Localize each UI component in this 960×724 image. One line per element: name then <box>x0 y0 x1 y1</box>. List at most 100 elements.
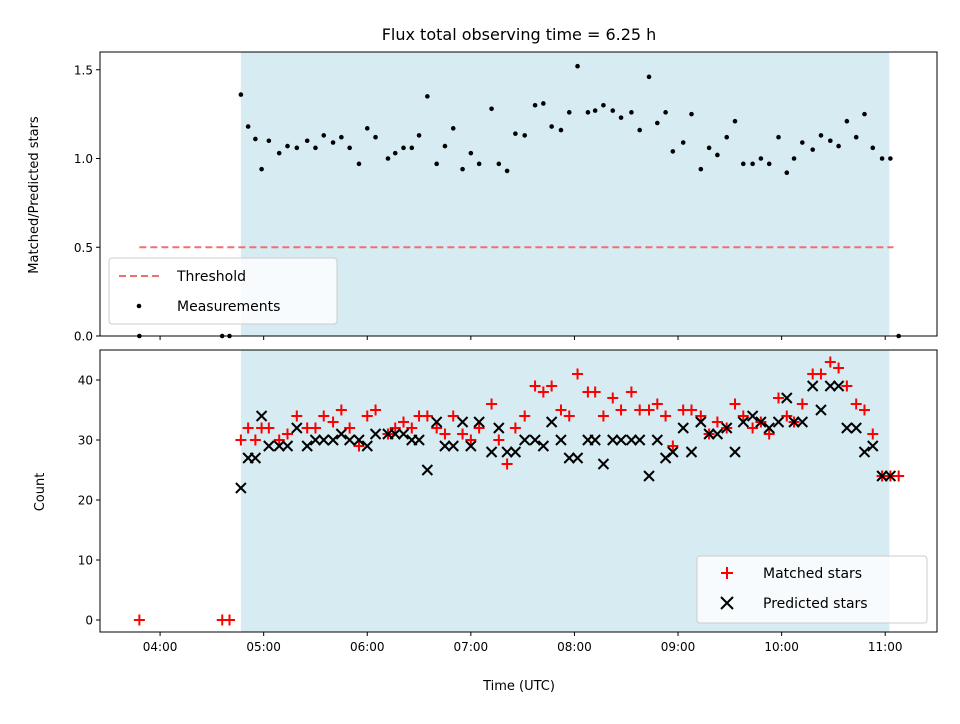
matched-star-point <box>493 434 505 446</box>
matched-star-point <box>763 428 775 440</box>
predicted-star-point <box>309 434 322 446</box>
measurement-point <box>670 149 676 154</box>
measurement-point <box>373 134 378 140</box>
matched-star-point <box>625 386 637 398</box>
x-tick-label: 11:00 <box>868 640 903 654</box>
matched-star-point <box>773 392 785 404</box>
measurement-point <box>504 168 510 174</box>
y-tick-label: 40 <box>78 374 93 388</box>
y-tick-label: 30 <box>78 434 93 448</box>
measurement-point <box>549 124 554 129</box>
predicted-star-point <box>695 416 707 428</box>
x-tick-label: 10:00 <box>764 640 799 654</box>
measurement-point <box>800 140 805 145</box>
matched-star-point <box>335 404 347 416</box>
measurement-point <box>259 166 264 172</box>
matched-star-point <box>781 410 793 422</box>
predicted-star-point <box>335 428 348 440</box>
predicted-star-point <box>430 416 443 428</box>
top-legend-box <box>108 257 338 325</box>
measurement-point <box>698 166 704 172</box>
matched-star-point <box>833 362 845 374</box>
measurement-point <box>532 102 538 108</box>
measurement-point <box>409 145 415 151</box>
predicted-star-point <box>788 416 800 428</box>
measurement-point <box>266 138 272 144</box>
measurement-point <box>460 166 465 172</box>
measurement-point <box>706 145 712 151</box>
measurement-point <box>442 143 448 149</box>
matched-star-point <box>457 428 469 440</box>
predicted-star-point <box>563 452 575 464</box>
matched-star-point <box>685 404 697 416</box>
matched-star-point <box>309 422 321 434</box>
matched-stars-legend-swatch <box>721 567 733 579</box>
predicted-star-point <box>755 416 767 428</box>
matched-star-point <box>447 410 459 422</box>
predicted-star-point <box>589 434 601 446</box>
predicted-star-point <box>781 392 793 404</box>
matched-star-point <box>370 404 382 416</box>
predicted-star-point <box>493 422 505 434</box>
measurement-point <box>791 156 797 161</box>
measurement-point <box>663 110 668 115</box>
matched-star-point <box>473 422 485 434</box>
observing-span <box>240 52 890 336</box>
predicted-star-point <box>615 434 627 446</box>
predicted-star-point <box>318 434 330 446</box>
predicted-star-point <box>447 440 459 452</box>
predicted-star-point <box>746 410 759 422</box>
measurement-point <box>558 127 564 133</box>
y-tick-label: 10 <box>78 554 93 568</box>
predicted-star-point <box>281 440 294 452</box>
predicted-star-point <box>249 452 262 464</box>
predicted-star-point <box>465 440 477 452</box>
top-legend: Threshold Measurements <box>108 257 338 325</box>
matched-star-point <box>607 392 619 404</box>
matched-star-point <box>389 422 401 434</box>
measurement-point <box>313 145 318 151</box>
predicted-star-point <box>397 428 410 440</box>
matched-star-point <box>651 398 663 410</box>
matched-star-point <box>729 398 741 410</box>
matched-star-point <box>597 410 609 422</box>
matched-star-point <box>815 368 827 380</box>
predicted-star-point <box>421 464 434 476</box>
matched-star-point <box>555 404 567 416</box>
top-y-axis-label: Matched/Predicted stars <box>27 116 42 274</box>
measurement-point <box>758 156 764 161</box>
predicted-star-point <box>273 440 285 452</box>
bottom-axes-frame <box>99 349 938 633</box>
measurement-point <box>513 131 518 136</box>
matched-star-point <box>431 422 443 434</box>
predicted-star-point <box>509 446 522 458</box>
matched-star-point <box>439 428 451 440</box>
predicted-star-point <box>519 434 531 446</box>
matched-star-point <box>242 422 254 434</box>
matched-star-point <box>465 434 477 446</box>
predicted-star-point <box>850 422 862 434</box>
measurement-point <box>618 115 624 120</box>
y-tick-label: 1.5 <box>74 63 93 77</box>
x-axis-label: Time (UTC) <box>482 679 555 694</box>
predicted-star-point <box>772 416 785 428</box>
measurement-point <box>776 134 781 140</box>
measurement-point <box>844 118 850 124</box>
predicted-star-point <box>867 440 879 452</box>
matched-star-point <box>546 380 558 392</box>
measurement-point <box>339 134 344 140</box>
predicted-star-point <box>327 434 339 446</box>
predicted-star-point <box>555 434 567 446</box>
predicted-star-point <box>456 416 469 428</box>
measurement-point <box>715 152 720 158</box>
measurement-point <box>629 110 634 115</box>
matched-star-point <box>858 404 870 416</box>
measurement-point <box>434 161 439 167</box>
matched-star-point <box>398 416 410 428</box>
predicted-star-point <box>737 416 749 428</box>
predicted-star-point <box>235 482 247 494</box>
measurement-point <box>330 140 336 145</box>
measurement-point <box>541 101 546 106</box>
predicted-star-point <box>529 434 541 446</box>
